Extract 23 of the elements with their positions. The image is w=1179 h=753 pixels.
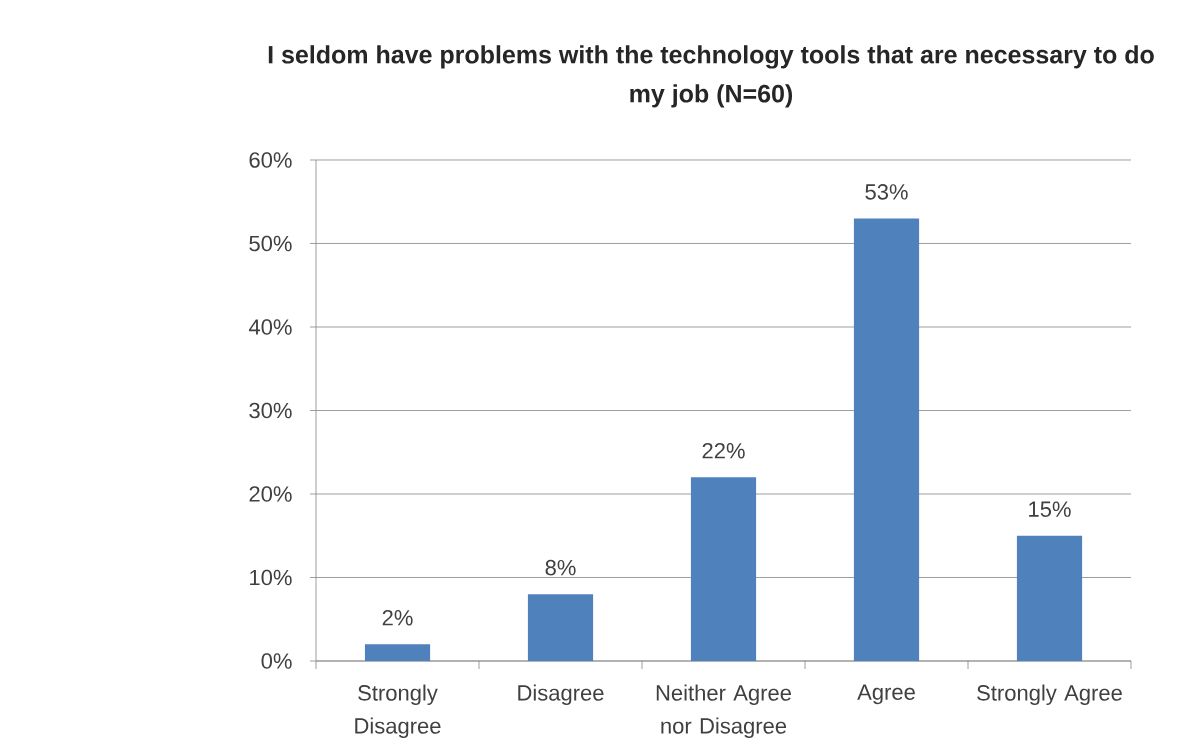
bar	[853, 218, 920, 661]
x-tick-label: Strongly Disagree	[355, 684, 441, 739]
x-tick-label: Strongly Agree	[977, 684, 1122, 706]
bar	[1016, 535, 1083, 661]
y-tick-label: 0%	[261, 653, 292, 669]
chart-title: I seldom have problems with the technology tools that are necessary to do my job (N=60)	[268, 45, 1154, 108]
y-tick-label: 50%	[249, 235, 292, 252]
x-tick-label: Disagree	[518, 684, 604, 706]
x-tick-label: Agree	[857, 684, 915, 705]
y-tick-label: 30%	[249, 402, 292, 419]
data-label: 22%	[702, 442, 745, 459]
bar	[527, 594, 594, 661]
x-tick-label: Neither Agree nor Disagree	[656, 684, 791, 739]
data-label: 15%	[1029, 501, 1071, 517]
y-tick-label: 20%	[249, 486, 292, 502]
data-label: 53%	[865, 184, 908, 200]
data-label: 2%	[382, 609, 413, 626]
data-label: 8%	[545, 559, 576, 576]
bar	[364, 644, 431, 661]
y-tick-label: 60%	[249, 152, 292, 168]
bar	[690, 477, 757, 661]
y-tick-label: 10%	[250, 569, 292, 586]
y-tick-label: 40%	[248, 319, 292, 335]
